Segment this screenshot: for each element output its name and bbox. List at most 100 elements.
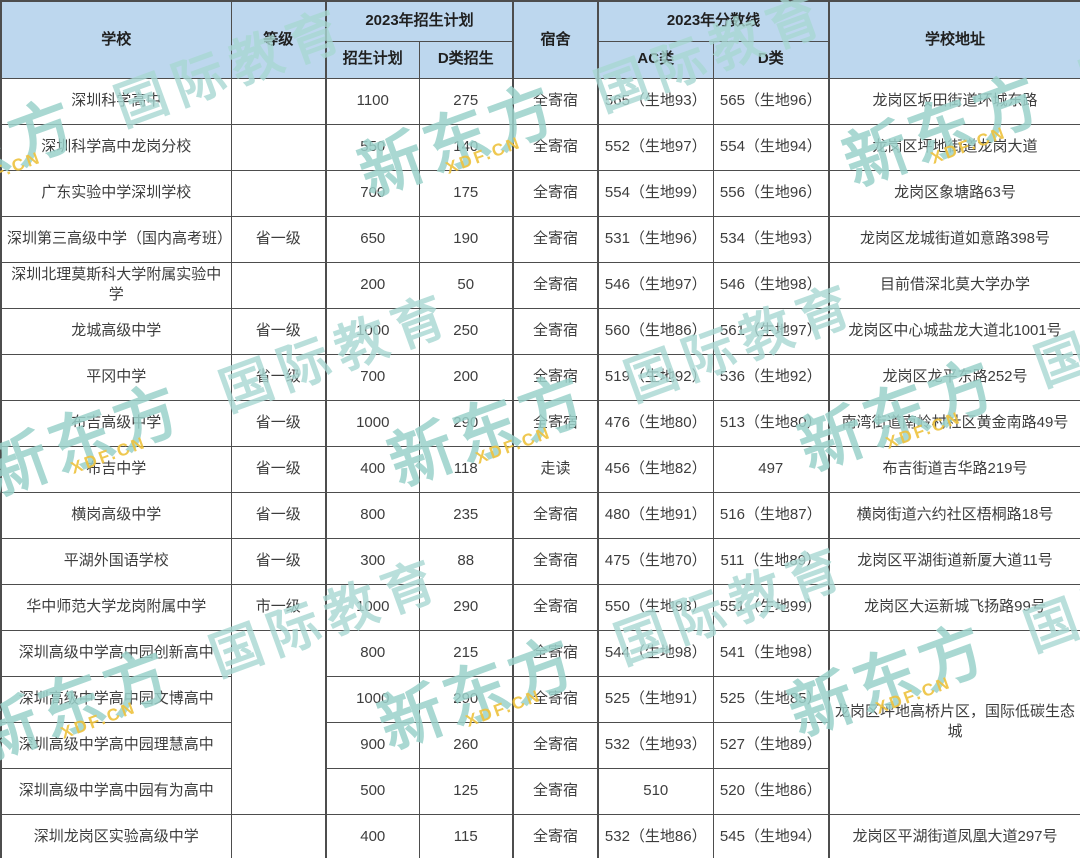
cell-school: 龙城高级中学: [0, 307, 232, 355]
cell-plan: 400: [325, 813, 420, 858]
table-row: 平湖外国语学校 省一级 300 88 全寄宿 475（生地70） 511（生地89） 龙岗区平…: [0, 537, 1080, 585]
table-row: 布吉高级中学 省一级 1000 290 全寄宿 476（生地80） 513（生地80） 南湾街…: [0, 399, 1080, 447]
cell-address: 龙岗区坂田街道环城东路: [828, 77, 1080, 125]
cell-plan: 800: [325, 491, 420, 539]
header-address: 学校地址: [828, 0, 1080, 79]
cell-address: 龙岗区平湖街道新厦大道11号: [828, 537, 1080, 585]
cell-dorm: 全寄宿: [512, 583, 599, 631]
cell-plan: 1000: [325, 399, 420, 447]
cell-d: 556（生地96）: [712, 169, 830, 217]
table-row: 龙城高级中学 省一级 1000 250 全寄宿 560（生地86） 561（生地97） 龙岗区…: [0, 307, 1080, 355]
cell-d: 546（生地98）: [712, 261, 830, 309]
cell-school: 深圳高级中学高中园有为高中: [0, 767, 232, 815]
cell-dorm: 全寄宿: [512, 77, 599, 125]
cell-d-plan: 190: [418, 215, 514, 263]
cell-address: 龙岗区中心城盐龙大道北1001号: [828, 307, 1080, 355]
cell-plan: 700: [325, 353, 420, 401]
table-row: 深圳龙岗区实验高级中学 400 115 全寄宿 532（生地86） 545（生地94） 龙岗…: [0, 813, 1080, 858]
cell-d: 565（生地96）: [712, 77, 830, 125]
cell-school: 平冈中学: [0, 353, 232, 401]
cell-ac: 510: [597, 767, 714, 815]
cell-dorm: 全寄宿: [512, 813, 599, 858]
cell-ac: 525（生地91）: [597, 675, 714, 723]
header-score-ac: AC类: [597, 40, 714, 79]
cell-address: 布吉街道吉华路219号: [828, 445, 1080, 493]
cell-school: 深圳科学高中龙岗分校: [0, 123, 232, 171]
cell-level: [230, 169, 327, 217]
cell-d: 561（生地97）: [712, 307, 830, 355]
cell-d: 536（生地92）: [712, 353, 830, 401]
cell-ac: 544（生地98）: [597, 629, 714, 677]
cell-level: [230, 629, 327, 815]
cell-plan: 1000: [325, 583, 420, 631]
cell-address: 龙岗区龙平东路252号: [828, 353, 1080, 401]
cell-plan: 650: [325, 215, 420, 263]
cell-school: 华中师范大学龙岗附属中学: [0, 583, 232, 631]
cell-d: 516（生地87）: [712, 491, 830, 539]
cell-school: 深圳高级中学高中园理慧高中: [0, 721, 232, 769]
cell-dorm: 全寄宿: [512, 721, 599, 769]
table-row: 深圳高级中学高中园有为高中 500 125 全寄宿 510 520（生地86）: [0, 767, 1080, 815]
cell-level: 市一级: [230, 583, 327, 631]
cell-address: 南湾街道南岭村社区黄金南路49号: [828, 399, 1080, 447]
cell-address: 龙岗区龙城街道如意路398号: [828, 215, 1080, 263]
cell-d-plan: 50: [418, 261, 514, 309]
cell-level: 省一级: [230, 399, 327, 447]
cell-d: 527（生地89）: [712, 721, 830, 769]
cell-school: 布吉中学: [0, 445, 232, 493]
cell-d-plan: 260: [418, 721, 514, 769]
cell-school: 深圳龙岗区实验高级中学: [0, 813, 232, 858]
table-row: 深圳科学高中龙岗分校 550 140 全寄宿 552（生地97） 554（生地94） 龙岗区…: [0, 123, 1080, 171]
cell-level: 省一级: [230, 353, 327, 401]
header-plan: 招生计划: [325, 40, 420, 79]
cell-school: 横岗高级中学: [0, 491, 232, 539]
cell-school: 布吉高级中学: [0, 399, 232, 447]
cell-ac: 552（生地97）: [597, 123, 714, 171]
cell-plan: 1000: [325, 307, 420, 355]
cell-school: 深圳第三高级中学（国内高考班）: [0, 215, 232, 263]
cell-plan: 700: [325, 169, 420, 217]
header-score-group: 2023年分数线: [597, 0, 830, 42]
cell-school: 深圳高级中学高中园文博高中: [0, 675, 232, 723]
cell-level: [230, 261, 327, 309]
table-header: 学校 等级 2023年招生计划 宿舍 2023年分数线 学校地址 招生计划 D类…: [0, 0, 1080, 79]
cell-level: 省一级: [230, 537, 327, 585]
cell-dorm: 全寄宿: [512, 261, 599, 309]
cell-ac: 476（生地80）: [597, 399, 714, 447]
cell-d: 534（生地93）: [712, 215, 830, 263]
cell-address: 横岗街道六约社区梧桐路18号: [828, 491, 1080, 539]
cell-d-plan: 215: [418, 629, 514, 677]
cell-d: 520（生地86）: [712, 767, 830, 815]
cell-level: [230, 123, 327, 171]
cell-address: 龙岗区平湖街道凤凰大道297号: [828, 813, 1080, 858]
table-row: 深圳第三高级中学（国内高考班） 省一级 650 190 全寄宿 531（生地96） 534（…: [0, 215, 1080, 263]
cell-school: 广东实验中学深圳学校: [0, 169, 232, 217]
table-body: 深圳科学高中 1100 275 全寄宿 565（生地93） 565（生地96） 龙岗区坂田街…: [0, 77, 1080, 858]
cell-school: 深圳高级中学高中园创新高中: [0, 629, 232, 677]
cell-dorm: 走读: [512, 445, 599, 493]
cell-d-plan: 115: [418, 813, 514, 858]
cell-plan: 900: [325, 721, 420, 769]
cell-level: [230, 77, 327, 125]
cell-d: 513（生地80）: [712, 399, 830, 447]
cell-d: 551（生地99）: [712, 583, 830, 631]
cell-d-plan: 290: [418, 583, 514, 631]
header-level: 等级: [230, 0, 327, 79]
cell-ac: 519（生地92）: [597, 353, 714, 401]
cell-d: 497: [712, 445, 830, 493]
cell-ac: 554（生地99）: [597, 169, 714, 217]
table-row: 横岗高级中学 省一级 800 235 全寄宿 480（生地91） 516（生地87） 横岗街道…: [0, 491, 1080, 539]
cell-level: 省一级: [230, 491, 327, 539]
cell-ac: 546（生地97）: [597, 261, 714, 309]
cell-ac: 532（生地93）: [597, 721, 714, 769]
cell-plan: 400: [325, 445, 420, 493]
cell-school: 深圳科学高中: [0, 77, 232, 125]
cell-d-plan: 200: [418, 353, 514, 401]
header-dorm: 宿舍: [512, 0, 599, 79]
cell-plan: 550: [325, 123, 420, 171]
cell-school: 平湖外国语学校: [0, 537, 232, 585]
cell-d: 554（生地94）: [712, 123, 830, 171]
cell-ac: 560（生地86）: [597, 307, 714, 355]
cell-d-plan: 235: [418, 491, 514, 539]
